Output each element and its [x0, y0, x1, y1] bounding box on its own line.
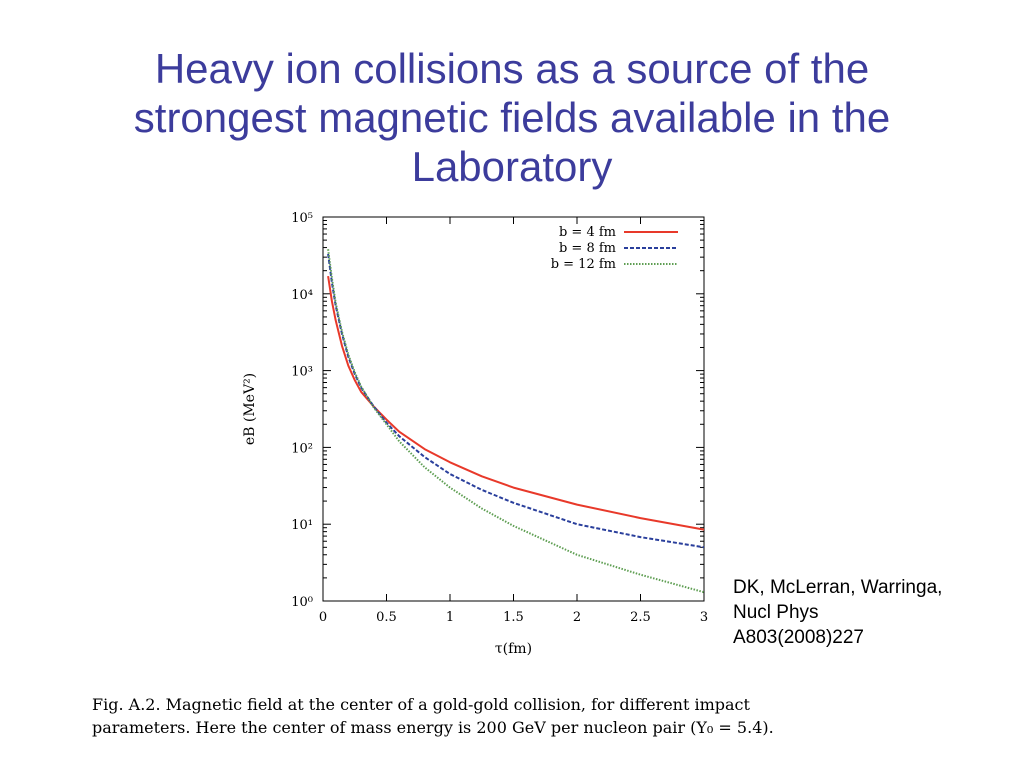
series-line-1	[327, 275, 705, 531]
figure-caption: Fig. A.2. Magnetic field at the center o…	[92, 693, 972, 739]
x-tick-label: 3	[700, 610, 708, 625]
slide-title: Heavy ion collisions as a source of the …	[40, 44, 984, 190]
legend-label-3: b = 12 fm	[551, 257, 616, 272]
x-tick-label: 2.5	[630, 610, 651, 625]
y-tick-label: 10¹	[291, 518, 313, 533]
y-tick-label: 10⁰	[291, 595, 313, 610]
x-axis-label: τ(fm)	[495, 641, 532, 657]
x-tick-label: 2	[573, 610, 581, 625]
x-tick-label: 0.5	[376, 610, 397, 625]
y-tick-label: 10³	[291, 365, 313, 380]
x-tick-label: 1	[446, 610, 454, 625]
citation-line-1: DK, McLerran, Warringa,	[733, 577, 943, 598]
x-tick-label: 0	[319, 610, 327, 625]
title-line-2: strongest magnetic fields available in t…	[133, 94, 891, 141]
plot-layer: 0 0.5 1 1.5 2 2.5 3 10⁰ 10¹ 10² 10³ 10⁴ 10⁵ τ(fm) eB (…	[242, 211, 708, 657]
y-tick-label: 10²	[291, 441, 313, 456]
citation: DK, McLerran, Warringa, Nucl Phys A803(2…	[733, 575, 1023, 650]
series-line-2	[327, 253, 705, 549]
y-tick-label: 10⁴	[291, 288, 313, 303]
plot-frame	[322, 216, 705, 602]
x-tick-label: 1.5	[503, 610, 524, 625]
citation-line-3: A803(2008)227	[733, 627, 864, 648]
y-axis-label: eB (MeV²)	[242, 373, 258, 445]
chart-container: 0 0.5 1 1.5 2 2.5 3 10⁰ 10¹ 10² 10³ 10⁴ 10⁵ τ(fm) eB (…	[230, 200, 730, 670]
title-line-3: Laboratory	[411, 143, 613, 190]
chart-svg: 0 0.5 1 1.5 2 2.5 3 10⁰ 10¹ 10² 10³ 10⁴ 10⁵ τ(fm) eB (…	[242, 211, 708, 657]
y-tick-label: 10⁵	[291, 211, 313, 226]
title-line-1: Heavy ion collisions as a source of the	[154, 45, 870, 92]
legend-label-1: b = 4 fm	[559, 225, 616, 240]
series-line-3	[327, 249, 705, 594]
caption-line-1: Fig. A.2. Magnetic field at the center o…	[92, 695, 750, 714]
legend-label-2: b = 8 fm	[559, 241, 616, 256]
caption-line-2: parameters. Here the center of mass ener…	[92, 718, 774, 737]
citation-line-2: Nucl Phys	[733, 602, 819, 623]
